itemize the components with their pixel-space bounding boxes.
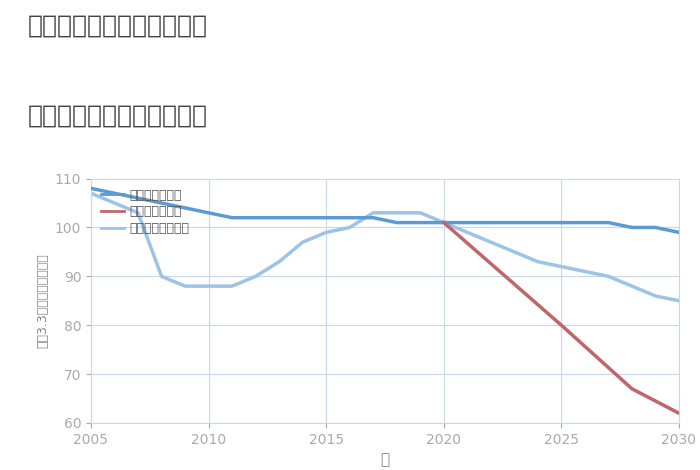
ノーマルシナリオ xyxy=(463,229,472,235)
グッドシナリオ xyxy=(158,200,166,206)
グッドシナリオ xyxy=(181,205,189,211)
ノーマルシナリオ xyxy=(158,274,166,279)
グッドシナリオ xyxy=(440,220,448,226)
ノーマルシナリオ xyxy=(651,293,659,299)
グッドシナリオ xyxy=(675,229,683,235)
グッドシナリオ xyxy=(393,220,401,226)
ノーマルシナリオ xyxy=(510,249,519,255)
ノーマルシナリオ xyxy=(628,283,636,289)
グッドシナリオ xyxy=(369,215,377,220)
グッドシナリオ xyxy=(87,186,95,191)
ノーマルシナリオ xyxy=(134,210,142,216)
グッドシナリオ xyxy=(581,220,589,226)
Line: グッドシナリオ: グッドシナリオ xyxy=(91,188,679,232)
Line: ノーマルシナリオ: ノーマルシナリオ xyxy=(91,193,679,301)
ノーマルシナリオ xyxy=(604,274,612,279)
ノーマルシナリオ xyxy=(486,239,495,245)
グッドシナリオ xyxy=(228,215,237,220)
ノーマルシナリオ xyxy=(111,200,119,206)
ノーマルシナリオ xyxy=(251,274,260,279)
ノーマルシナリオ xyxy=(675,298,683,304)
グッドシナリオ xyxy=(275,215,284,220)
グッドシナリオ xyxy=(510,220,519,226)
グッドシナリオ xyxy=(111,190,119,196)
ノーマルシナリオ xyxy=(393,210,401,216)
ノーマルシナリオ xyxy=(322,229,330,235)
ノーマルシナリオ xyxy=(581,269,589,274)
ノーマルシナリオ xyxy=(181,283,189,289)
グッドシナリオ xyxy=(298,215,307,220)
ノーマルシナリオ xyxy=(369,210,377,216)
グッドシナリオ xyxy=(346,215,354,220)
Text: 中古マンションの価格推移: 中古マンションの価格推移 xyxy=(28,103,208,127)
バッドシナリオ xyxy=(628,386,636,392)
ノーマルシナリオ xyxy=(87,190,95,196)
ノーマルシナリオ xyxy=(275,259,284,265)
ノーマルシナリオ xyxy=(416,210,424,216)
グッドシナリオ xyxy=(651,225,659,230)
グッドシナリオ xyxy=(486,220,495,226)
グッドシナリオ xyxy=(134,196,142,201)
グッドシナリオ xyxy=(533,220,542,226)
グッドシナリオ xyxy=(628,225,636,230)
グッドシナリオ xyxy=(416,220,424,226)
ノーマルシナリオ xyxy=(557,264,566,269)
ノーマルシナリオ xyxy=(440,220,448,226)
Text: 奈良県磯城郡三宅町石見の: 奈良県磯城郡三宅町石見の xyxy=(28,14,208,38)
X-axis label: 年: 年 xyxy=(380,452,390,467)
Line: バッドシナリオ: バッドシナリオ xyxy=(444,223,679,413)
ノーマルシナリオ xyxy=(533,259,542,265)
ノーマルシナリオ xyxy=(228,283,237,289)
バッドシナリオ xyxy=(675,410,683,416)
グッドシナリオ xyxy=(322,215,330,220)
グッドシナリオ xyxy=(251,215,260,220)
グッドシナリオ xyxy=(604,220,612,226)
ノーマルシナリオ xyxy=(204,283,213,289)
ノーマルシナリオ xyxy=(298,239,307,245)
バッドシナリオ xyxy=(440,220,448,226)
ノーマルシナリオ xyxy=(346,225,354,230)
Y-axis label: 坪（3.3㎡）単価（万円）: 坪（3.3㎡）単価（万円） xyxy=(36,253,49,348)
グッドシナリオ xyxy=(557,220,566,226)
Legend: グッドシナリオ, バッドシナリオ, ノーマルシナリオ: グッドシナリオ, バッドシナリオ, ノーマルシナリオ xyxy=(97,185,193,239)
バッドシナリオ xyxy=(557,322,566,328)
グッドシナリオ xyxy=(463,220,472,226)
グッドシナリオ xyxy=(204,210,213,216)
